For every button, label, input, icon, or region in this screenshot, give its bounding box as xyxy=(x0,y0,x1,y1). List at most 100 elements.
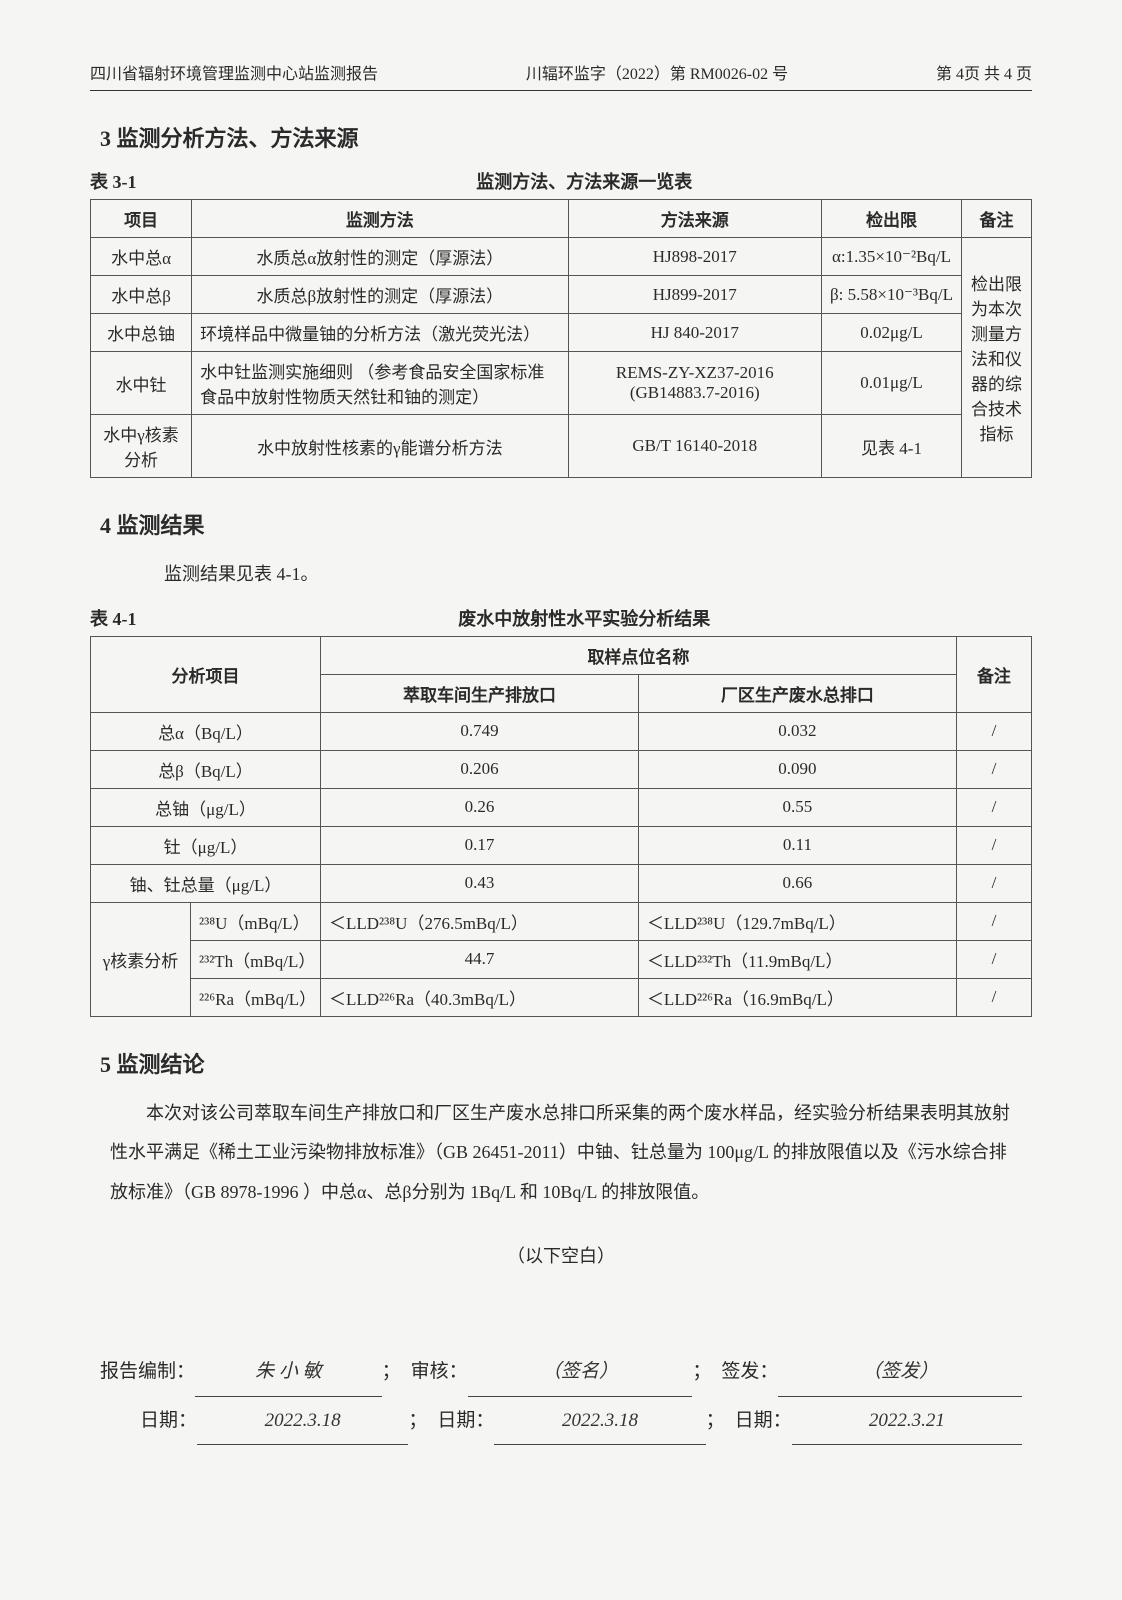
sig-review-name: （签名） xyxy=(468,1348,693,1397)
t31-col-method: 监测方法 xyxy=(192,200,568,238)
t41-name: 总铀（μg/L） xyxy=(91,788,321,826)
section5-title: 5 监测结论 xyxy=(100,1047,1032,1079)
t41-note: / xyxy=(956,940,1031,978)
sig-date: 2022.3.21 xyxy=(792,1397,1022,1446)
t31-col-item: 项目 xyxy=(91,200,192,238)
table-row: 总α（Bq/L） 0.749 0.032 / xyxy=(91,712,1032,750)
t31-source: HJ 840-2017 xyxy=(568,314,821,352)
t41-col-note: 备注 xyxy=(956,636,1031,712)
table-41: 分析项目 取样点位名称 备注 萃取车间生产排放口 厂区生产废水总排口 总α（Bq… xyxy=(90,636,1032,1017)
t41-name: 总β（Bq/L） xyxy=(91,750,321,788)
t31-note-merged: 检出限为本次测量方法和仪器的综合技术指标 xyxy=(962,238,1032,478)
table31-label-row: 表 3-1 监测方法、方法来源一览表 xyxy=(90,168,1032,194)
t41-iso: ²³⁸U（mBq/L） xyxy=(191,902,321,940)
t41-name: 总α（Bq/L） xyxy=(91,712,321,750)
header-right: 第 4页 共 4 页 xyxy=(936,60,1032,84)
t41-p1: ＜LLD²³⁸U（276.5mBq/L） xyxy=(321,902,639,940)
t31-method: 水质总β放射性的测定（厚源法） xyxy=(192,276,568,314)
t41-iso: ²²⁶Ra（mBq/L） xyxy=(191,978,321,1016)
sig-sep: ； xyxy=(382,1348,401,1396)
sig-label: 报告编制： xyxy=(100,1348,195,1396)
t31-limit: 见表 4-1 xyxy=(822,415,962,478)
t31-col-limit: 检出限 xyxy=(822,200,962,238)
sig-date: 2022.3.18 xyxy=(494,1397,705,1446)
t31-col-note: 备注 xyxy=(962,200,1032,238)
table-row: 总铀（μg/L） 0.26 0.55 / xyxy=(91,788,1032,826)
t41-p2: 0.55 xyxy=(638,788,956,826)
table-row: 钍（μg/L） 0.17 0.11 / xyxy=(91,826,1032,864)
page-header: 四川省辐射环境管理监测中心站监测报告 川辐环监字（2022）第 RM0026-0… xyxy=(90,60,1032,91)
blank-note: （以下空白） xyxy=(90,1242,1032,1268)
t41-p2: 0.66 xyxy=(638,864,956,902)
t41-p1: 0.206 xyxy=(321,750,639,788)
t41-p1: 0.26 xyxy=(321,788,639,826)
t41-col-points: 取样点位名称 xyxy=(321,636,957,674)
sig-issue-name: （签发） xyxy=(778,1348,1022,1397)
signature-block: 报告编制： 朱 小 敏 ； 审核： （签名） ； 签发： （签发） 日期： 20… xyxy=(90,1348,1032,1445)
t41-note: / xyxy=(956,826,1031,864)
t41-p1: ＜LLD²²⁶Ra（40.3mBq/L） xyxy=(321,978,639,1016)
table-row: 水中总铀 环境样品中微量铀的分析方法（激光荧光法） HJ 840-2017 0.… xyxy=(91,314,1032,352)
t41-p2: ＜LLD²²⁶Ra（16.9mBq/L） xyxy=(638,978,956,1016)
t41-p2: 0.11 xyxy=(638,826,956,864)
t31-limit: β: 5.58×10⁻³Bq/L xyxy=(822,276,962,314)
table31-caption: 监测方法、方法来源一览表 xyxy=(137,168,1033,194)
table-row: 水中γ核素分析 水中放射性核素的γ能谱分析方法 GB/T 16140-2018 … xyxy=(91,415,1032,478)
t31-source: HJ899-2017 xyxy=(568,276,821,314)
sig-issue-date: 日期： 2022.3.21 xyxy=(735,1397,1022,1446)
t41-note: / xyxy=(956,750,1031,788)
sig-prep-name: 朱 小 敏 xyxy=(195,1348,382,1397)
sig-prep: 报告编制： 朱 小 敏 ； xyxy=(100,1348,401,1397)
sig-row-2: 日期： 2022.3.18 ； 日期： 2022.3.18 ； 日期： 2022… xyxy=(100,1397,1022,1446)
table-row: 水中钍 水中钍监测实施细则 （参考食品安全国家标准食品中放射性物质天然钍和铀的测… xyxy=(91,352,1032,415)
table-row: ²³²Th（mBq/L） 44.7 ＜LLD²³²Th（11.9mBq/L） / xyxy=(91,940,1032,978)
t31-source: REMS-ZY-XZ37-2016 (GB14883.7-2016) xyxy=(568,352,821,415)
table31-label: 表 3-1 xyxy=(90,168,137,194)
t41-note: / xyxy=(956,712,1031,750)
sig-review-date: 日期： 2022.3.18 ； xyxy=(437,1397,724,1446)
section3-title: 3 监测分析方法、方法来源 xyxy=(100,121,1032,153)
t41-note: / xyxy=(956,902,1031,940)
t31-item: 水中总α xyxy=(91,238,192,276)
t31-method: 水中放射性核素的γ能谱分析方法 xyxy=(192,415,568,478)
section5-body: 本次对该公司萃取车间生产排放口和厂区生产废水总排口所采集的两个废水样品，经实验分… xyxy=(110,1094,1012,1213)
table-row: 水中总α 水质总α放射性的测定（厚源法） HJ898-2017 α:1.35×1… xyxy=(91,238,1032,276)
t41-name: 钍（μg/L） xyxy=(91,826,321,864)
t41-col-p2: 厂区生产废水总排口 xyxy=(638,674,956,712)
t41-iso: ²³²Th（mBq/L） xyxy=(191,940,321,978)
t41-p2: 0.032 xyxy=(638,712,956,750)
t41-note: / xyxy=(956,788,1031,826)
sig-label: 签发： xyxy=(721,1348,778,1396)
table-row: 水中总β 水质总β放射性的测定（厚源法） HJ899-2017 β: 5.58×… xyxy=(91,276,1032,314)
sig-review: 审核： （签名） ； xyxy=(411,1348,712,1397)
t41-p1: 0.43 xyxy=(321,864,639,902)
header-left: 四川省辐射环境管理监测中心站监测报告 xyxy=(90,60,378,84)
sig-date: 2022.3.18 xyxy=(197,1397,408,1446)
t31-method: 水中钍监测实施细则 （参考食品安全国家标准食品中放射性物质天然钍和铀的测定） xyxy=(192,352,568,415)
t31-item: 水中钍 xyxy=(91,352,192,415)
sig-label: 日期： xyxy=(735,1397,792,1445)
section4-title: 4 监测结果 xyxy=(100,508,1032,540)
table41-caption: 废水中放射性水平实验分析结果 xyxy=(137,605,1033,631)
table41-label-row: 表 4-1 废水中放射性水平实验分析结果 xyxy=(90,605,1032,631)
t41-p1: 0.749 xyxy=(321,712,639,750)
t31-item: 水中总β xyxy=(91,276,192,314)
t31-limit: 0.02μg/L xyxy=(822,314,962,352)
t41-p2: ＜LLD²³⁸U（129.7mBq/L） xyxy=(638,902,956,940)
table-row: ²²⁶Ra（mBq/L） ＜LLD²²⁶Ra（40.3mBq/L） ＜LLD²²… xyxy=(91,978,1032,1016)
section4-intro: 监测结果见表 4-1。 xyxy=(110,555,1012,595)
t31-limit: 0.01μg/L xyxy=(822,352,962,415)
sig-sep: ； xyxy=(706,1397,725,1445)
sig-label: 日期： xyxy=(140,1397,197,1445)
t41-note: / xyxy=(956,978,1031,1016)
table-row: γ核素分析 ²³⁸U（mBq/L） ＜LLD²³⁸U（276.5mBq/L） ＜… xyxy=(91,902,1032,940)
sig-row-1: 报告编制： 朱 小 敏 ； 审核： （签名） ； 签发： （签发） xyxy=(100,1348,1022,1397)
table-row: 总β（Bq/L） 0.206 0.090 / xyxy=(91,750,1032,788)
t31-source: GB/T 16140-2018 xyxy=(568,415,821,478)
table-31: 项目 监测方法 方法来源 检出限 备注 水中总α 水质总α放射性的测定（厚源法）… xyxy=(90,199,1032,478)
t41-col-item: 分析项目 xyxy=(91,636,321,712)
t41-gamma-label: γ核素分析 xyxy=(91,902,191,1016)
t41-p2: ＜LLD²³²Th（11.9mBq/L） xyxy=(638,940,956,978)
sig-sep: ； xyxy=(692,1348,711,1396)
sig-sep: ； xyxy=(408,1397,427,1445)
